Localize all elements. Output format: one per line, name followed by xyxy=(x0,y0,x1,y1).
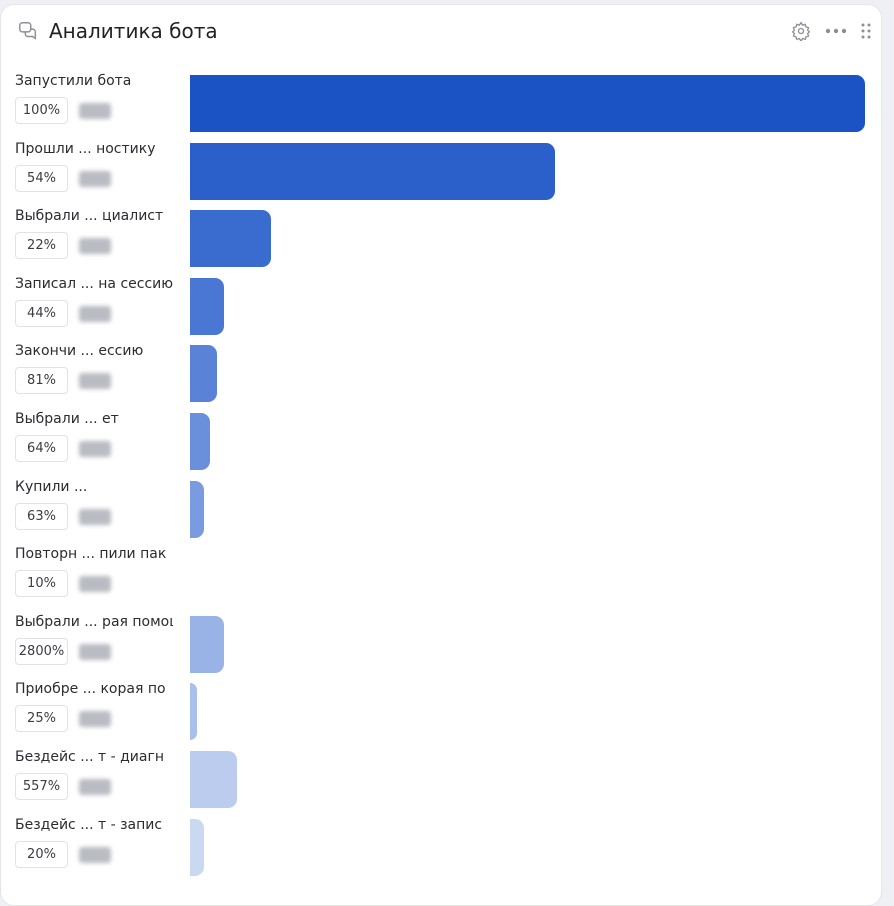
blurred-count xyxy=(79,170,111,187)
gear-icon[interactable] xyxy=(791,21,811,41)
conversion-badge: 557% xyxy=(15,773,68,800)
funnel-row: Приобре ... корая по 25% xyxy=(1,681,881,749)
conversion-badge: 81% xyxy=(15,367,68,395)
funnel-bar[interactable] xyxy=(190,142,555,200)
chat-bubbles-icon xyxy=(19,22,37,40)
funnel-bar[interactable] xyxy=(190,413,211,470)
conversion-badge: 22% xyxy=(15,232,68,260)
funnel-row: Бездейс ... т - диагн 557% xyxy=(1,749,881,817)
funnel-bar[interactable] xyxy=(190,683,197,741)
funnel-row: Прошли ... ностику 54% xyxy=(1,141,881,209)
conversion-badge: 10% xyxy=(15,570,68,598)
funnel-bar[interactable] xyxy=(190,277,224,335)
funnel-bar[interactable] xyxy=(190,751,238,808)
blurred-count xyxy=(79,576,111,593)
blurred-count xyxy=(79,103,111,119)
blurred-count xyxy=(79,508,111,525)
funnel-row: Повторн ... пили пак 10% xyxy=(1,546,881,614)
step-label: Выбрали ... рая помощь xyxy=(15,613,173,630)
step-label: Приобре ... корая по xyxy=(15,681,166,698)
blurred-count xyxy=(79,711,111,728)
card-header: Аналитика бота xyxy=(17,19,218,43)
funnel-row: Выбрали ... ет 64% xyxy=(1,411,881,479)
step-label: Выбрали ... циалист xyxy=(15,208,164,225)
funnel-row: Купили ... 63% xyxy=(1,479,881,547)
conversion-badge: 64% xyxy=(15,435,68,462)
funnel-bar[interactable] xyxy=(190,818,204,876)
step-label: Прошли ... ностику xyxy=(15,140,156,157)
conversion-badge: 44% xyxy=(15,299,68,327)
funnel-row: Выбрали ... рая помощь 2800% xyxy=(1,614,881,682)
funnel-row: Записал ... на сессию 44% xyxy=(1,276,881,344)
conversion-badge: 2800% xyxy=(15,637,68,665)
blurred-count xyxy=(79,779,111,795)
bot-analytics-card: Аналитика бота Запустили бота 100% Прошл… xyxy=(0,4,882,906)
funnel-row: Закончи ... ессию 81% xyxy=(1,343,881,411)
step-label: Купили ... xyxy=(15,478,88,495)
blurred-count xyxy=(79,643,111,660)
conversion-badge: 54% xyxy=(15,164,68,192)
funnel-bar[interactable] xyxy=(190,210,271,268)
blurred-count xyxy=(79,441,111,457)
blurred-count xyxy=(79,846,111,863)
funnel-bar[interactable] xyxy=(190,345,217,403)
blurred-count xyxy=(79,238,111,255)
step-label: Запустили бота xyxy=(15,73,132,89)
conversion-badge: 25% xyxy=(15,705,68,733)
funnel-row: Выбрали ... циалист 22% xyxy=(1,208,881,276)
conversion-badge: 63% xyxy=(15,502,68,530)
funnel-bar[interactable] xyxy=(190,615,224,673)
drag-handle-icon[interactable] xyxy=(861,23,871,39)
more-icon[interactable] xyxy=(825,28,847,34)
step-label: Повторн ... пили пак xyxy=(15,546,167,563)
step-label: Бездейс ... т - запис xyxy=(15,816,163,833)
card-title: Аналитика бота xyxy=(49,19,218,43)
funnel-bar[interactable] xyxy=(190,480,204,538)
funnel-row: Запустили бота 100% xyxy=(1,73,881,141)
step-label: Записал ... на сессию xyxy=(15,275,173,292)
funnel-bar[interactable] xyxy=(190,75,865,132)
conversion-badge: 20% xyxy=(15,840,68,868)
step-label: Бездейс ... т - диагн xyxy=(15,749,164,765)
step-label: Выбрали ... ет xyxy=(15,411,119,427)
step-label: Закончи ... ессию xyxy=(15,343,144,360)
conversion-badge: 100% xyxy=(15,97,68,124)
blurred-count xyxy=(79,305,111,322)
blurred-count xyxy=(79,373,111,390)
